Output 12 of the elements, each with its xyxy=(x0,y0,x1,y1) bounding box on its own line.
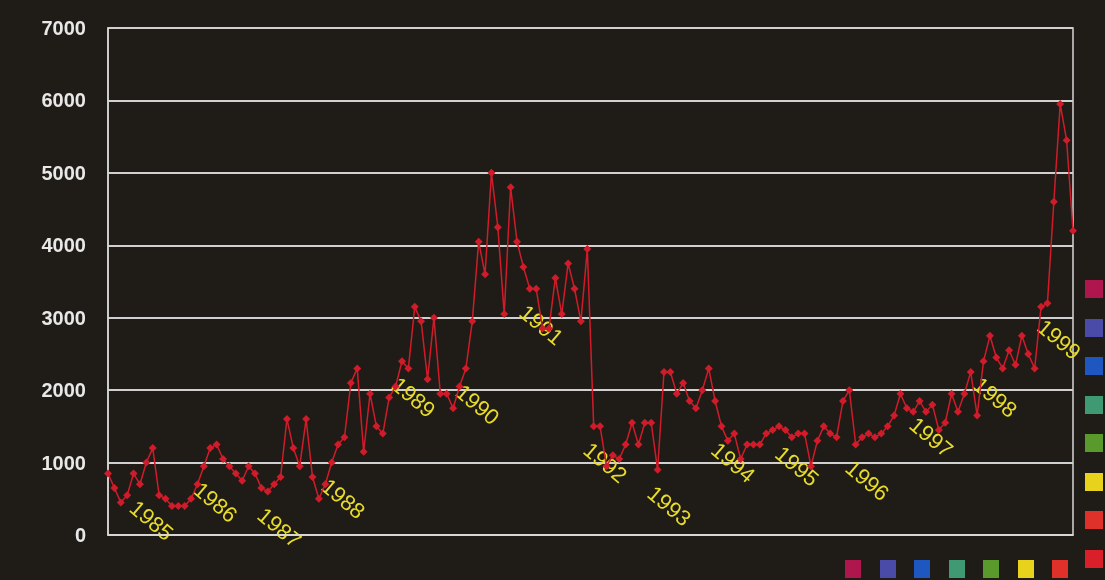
annotation: 1987 xyxy=(252,502,307,554)
y-tick-label: 0 xyxy=(74,524,86,546)
y-tick-label: 4000 xyxy=(41,234,86,257)
y-tick-label: 2000 xyxy=(41,379,86,402)
y-tick-label: 7000 xyxy=(41,17,86,39)
y-tick-label: 3000 xyxy=(41,306,86,329)
annotation: 1989 xyxy=(386,372,441,423)
y-tick-label: 6000 xyxy=(41,89,86,112)
annotation: 1997 xyxy=(904,411,959,463)
annotation: 1999 xyxy=(1032,314,1086,365)
y-tick-label: 5000 xyxy=(41,161,86,184)
y-tick-label: 1000 xyxy=(41,451,86,474)
